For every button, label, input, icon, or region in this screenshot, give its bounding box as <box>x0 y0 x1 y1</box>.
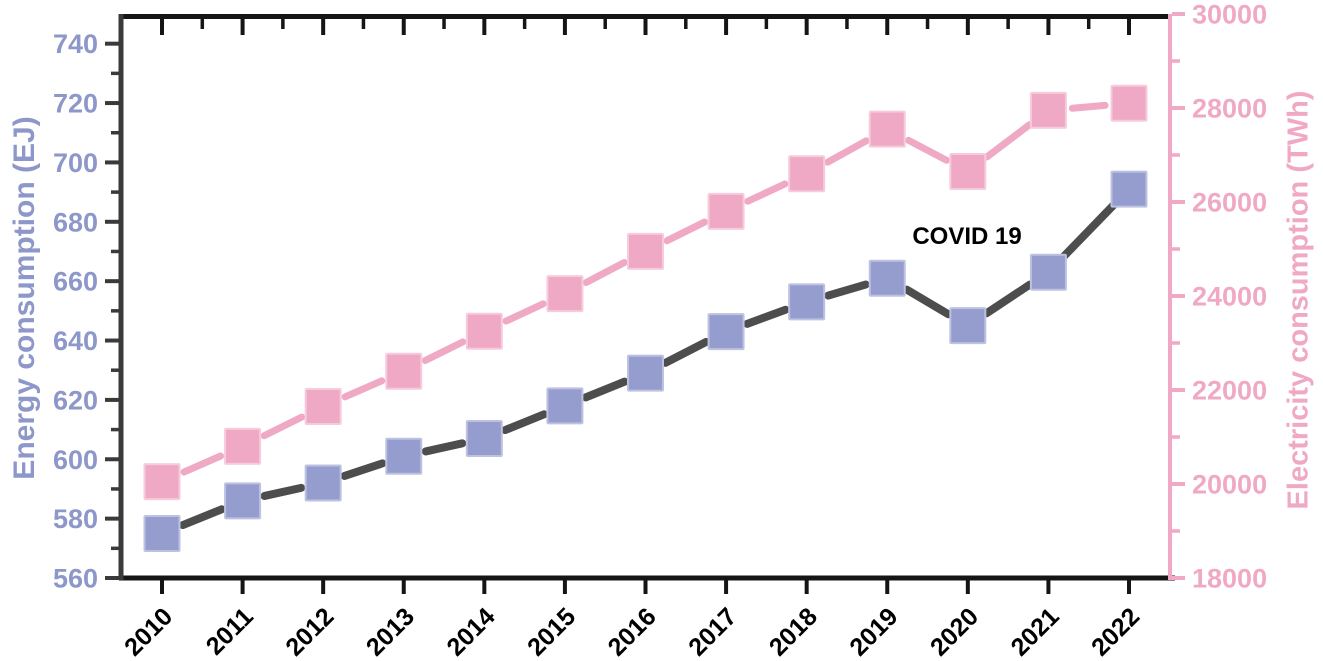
energy-marker-2019 <box>868 259 906 297</box>
energy-marker-2021 <box>1029 253 1067 291</box>
right-axis-title: Electricity consumption (TWh) <box>1282 90 1315 510</box>
energy-line-segment <box>178 505 226 530</box>
electricity-marker-2011 <box>224 427 262 465</box>
energy-marker-2010 <box>143 514 181 552</box>
x-axis-tick-label: 2018 <box>764 602 823 661</box>
energy-line-segment <box>743 305 790 328</box>
electricity-marker-2018 <box>788 155 826 193</box>
covid-annotation: COVID 19 <box>912 223 1022 250</box>
x-axis-tick-label: 2022 <box>1086 602 1145 661</box>
electricity-marker-2015 <box>546 275 584 313</box>
energy-line-segment <box>824 280 870 300</box>
electricity-marker-2021 <box>1029 91 1067 129</box>
electricity-marker-2022 <box>1110 84 1148 122</box>
x-axis-tick-label: 2012 <box>280 602 339 661</box>
right-axis-tick-label: 20000 <box>1192 470 1267 500</box>
electricity-line-segment <box>1068 101 1109 112</box>
energy-line-segment <box>1060 201 1118 261</box>
energy-marker-2011 <box>224 482 262 520</box>
energy-marker-2022 <box>1110 170 1148 208</box>
electricity-line-segment <box>502 300 547 325</box>
electricity-line-segment <box>983 121 1033 161</box>
electricity-marker-2016 <box>627 232 664 270</box>
energy-marker-2017 <box>707 313 745 351</box>
energy-line-segment <box>982 280 1034 318</box>
x-axis-tick-label: 2011 <box>201 602 259 660</box>
left-axis-title: Energy consumption (EJ) <box>8 116 41 480</box>
left-axis-tick-label: 600 <box>53 445 98 475</box>
x-axis-tick-label: 2010 <box>119 602 178 661</box>
electricity-line-segment <box>905 136 951 164</box>
x-axis-tick-label: 2019 <box>844 602 903 661</box>
electricity-line-segment <box>824 137 870 166</box>
electricity-marker-2010 <box>143 463 181 501</box>
energy-marker-2014 <box>465 419 503 457</box>
left-axis-tick-label: 720 <box>53 89 98 119</box>
electricity-line-segment <box>341 377 386 401</box>
left-axis-tick-label: 640 <box>53 326 98 356</box>
electricity-line-segment <box>582 259 628 286</box>
x-axis-tick-label: 2021 <box>1006 602 1065 661</box>
electricity-line-segment <box>421 338 467 365</box>
electricity-marker-2013 <box>385 352 423 390</box>
energy-marker-2016 <box>627 354 664 392</box>
right-axis-tick-label: 30000 <box>1192 0 1267 30</box>
right-axis-tick-label: 18000 <box>1192 564 1267 594</box>
energy-marker-2013 <box>385 437 423 475</box>
left-axis-tick-label: 620 <box>53 385 98 415</box>
x-axis-tick-label: 2015 <box>522 602 581 661</box>
electricity-marker-2020 <box>949 152 987 190</box>
x-axis-tick-label: 2014 <box>441 602 500 661</box>
electricity-line-segment <box>260 413 306 440</box>
left-axis-tick-label: 580 <box>53 504 98 534</box>
energy-line-segment <box>581 377 629 402</box>
left-axis-tick-label: 700 <box>53 148 98 178</box>
electricity-marker-2014 <box>465 312 503 350</box>
energy-line-segment <box>902 285 953 319</box>
left-axis-tick-label: 660 <box>53 267 98 297</box>
energy-marker-2018 <box>788 283 826 321</box>
electricity-marker-2019 <box>868 110 906 148</box>
energy-line-segment <box>661 337 711 367</box>
right-axis-tick-label: 26000 <box>1192 188 1267 218</box>
electricity-line-segment <box>744 180 789 205</box>
x-axis-tick-label: 2017 <box>683 602 742 661</box>
electricity-line-segment <box>663 218 709 245</box>
energy-marker-2020 <box>949 307 987 345</box>
energy-line-segment <box>260 483 306 500</box>
energy-line-segment <box>421 439 467 456</box>
x-axis-tick-label: 2020 <box>925 602 984 661</box>
energy-line-segment <box>501 410 549 435</box>
energy-marker-2012 <box>304 464 342 502</box>
right-axis-tick-label: 24000 <box>1192 282 1267 312</box>
left-axis-tick-label: 740 <box>53 29 98 59</box>
x-axis-tick-label: 2016 <box>603 602 662 661</box>
energy-line-segment <box>340 459 387 480</box>
electricity-marker-2017 <box>707 192 745 230</box>
left-axis-tick-label: 560 <box>53 564 98 594</box>
right-axis-tick-label: 22000 <box>1192 376 1267 406</box>
left-axis-tick-label: 680 <box>53 207 98 237</box>
electricity-line-segment <box>180 452 225 476</box>
energy-marker-2015 <box>546 387 584 425</box>
x-axis-tick-label: 2013 <box>361 602 420 661</box>
right-axis-tick-label: 28000 <box>1192 94 1267 124</box>
electricity-marker-2012 <box>304 387 342 425</box>
